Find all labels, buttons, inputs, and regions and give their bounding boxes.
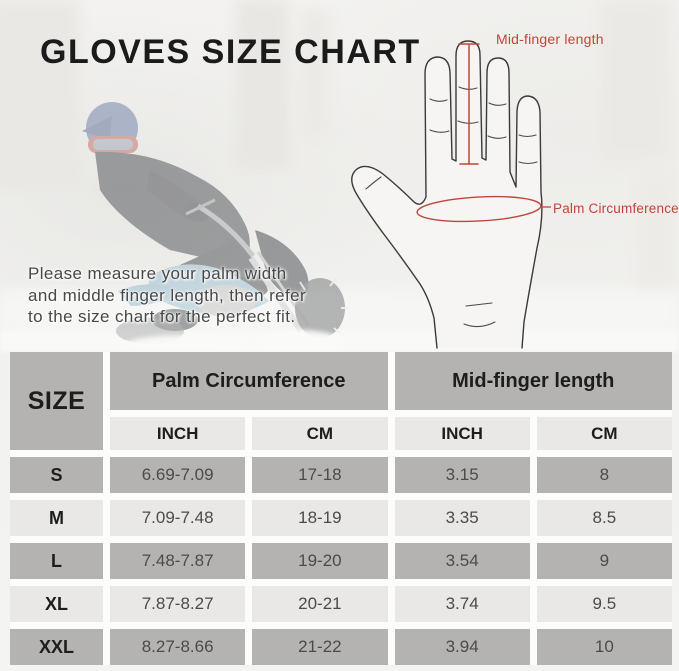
- mid-cm-cell: 9: [536, 543, 672, 579]
- unit-header-palm-inch: INCH: [110, 417, 246, 450]
- unit-header-mid-inch: INCH: [394, 417, 530, 450]
- mid-inch-cell: 3.15: [394, 457, 530, 493]
- size-cell: XXL: [10, 629, 103, 665]
- mid-finger-length-header-cell: Mid-finger length: [394, 352, 672, 410]
- mid-cm-cell: 8: [536, 457, 672, 493]
- unit-header-palm-cm: CM: [252, 417, 388, 450]
- hand-silhouette: [351, 41, 542, 348]
- palm-inch-cell: 7.87-8.27: [110, 586, 246, 622]
- palm-inch-cell: 7.09-7.48: [110, 500, 246, 536]
- palm-circumference-ellipse: [416, 195, 542, 223]
- hand-outline: [351, 40, 543, 349]
- mid-finger-length-label: Mid-finger length: [496, 31, 604, 47]
- mid-inch-cell: 3.54: [394, 543, 530, 579]
- measurement-note: Please measure your palm width and middl…: [28, 263, 358, 328]
- unit-header-mid-cm: CM: [536, 417, 672, 450]
- mid-finger-measure-line: [458, 43, 480, 165]
- palm-cm-cell: 19-20: [252, 543, 388, 579]
- palm-cm-cell: 21-22: [252, 629, 388, 665]
- rider-illustration: [82, 102, 349, 359]
- note-line: to the size chart for the perfect fit.: [28, 307, 296, 326]
- hand-diagram: [351, 40, 551, 349]
- size-cell: S: [10, 457, 103, 493]
- finger-creases: [365, 86, 538, 328]
- mid-cm-cell: 8.5: [536, 500, 672, 536]
- size-cell: M: [10, 500, 103, 536]
- size-cell: L: [10, 543, 103, 579]
- palm-cm-cell: 18-19: [252, 500, 388, 536]
- mid-inch-cell: 3.94: [394, 629, 530, 665]
- mid-cm-cell: 9.5: [536, 586, 672, 622]
- note-line: Please measure your palm width: [28, 264, 287, 283]
- page-title: GLOVES SIZE CHART: [40, 33, 421, 71]
- mid-inch-cell: 3.35: [394, 500, 530, 536]
- note-line: and middle finger length, then refer: [28, 285, 307, 305]
- mid-cm-cell: 10: [536, 629, 672, 665]
- palm-inch-cell: 7.48-7.87: [110, 543, 246, 579]
- palm-cm-cell: 17-18: [252, 457, 388, 493]
- size-cell: XL: [10, 586, 103, 622]
- mid-inch-cell: 3.74: [394, 586, 530, 622]
- palm-cm-cell: 20-21: [252, 586, 388, 622]
- size-table: SIZE Palm Circumference Mid-finger lengt…: [10, 352, 672, 665]
- palm-inch-cell: 6.69-7.09: [110, 457, 246, 493]
- size-header-cell: SIZE: [10, 352, 103, 450]
- palm-inch-cell: 8.27-8.66: [110, 629, 246, 665]
- palm-circumference-header-cell: Palm Circumference: [110, 352, 388, 410]
- palm-circumference-label: Palm Circumference: [553, 201, 679, 216]
